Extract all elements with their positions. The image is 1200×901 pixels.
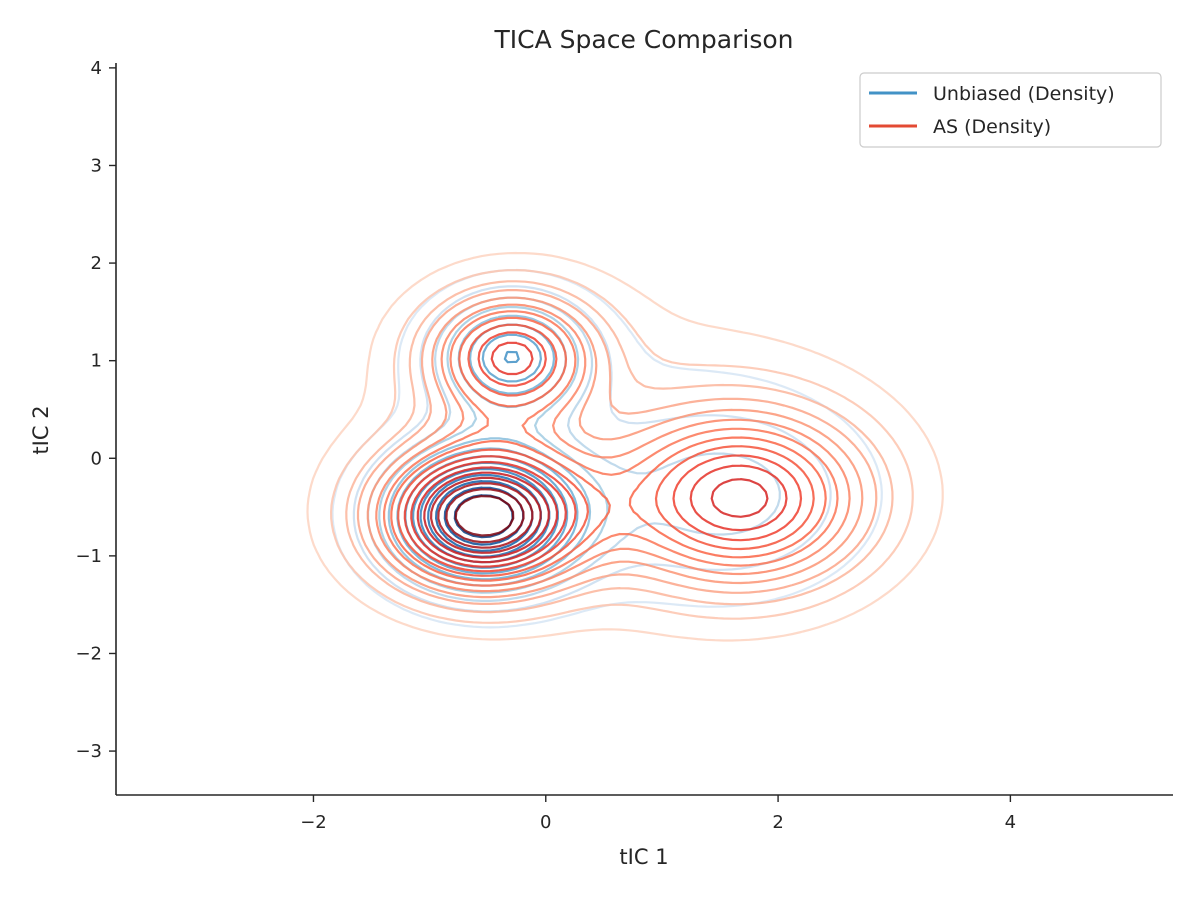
- legend: Unbiased (Density) AS (Density): [859, 72, 1162, 148]
- y-tick-label: 4: [91, 58, 102, 79]
- contour-level: [403, 331, 803, 573]
- contour-level: [306, 251, 944, 642]
- contour-level: [430, 476, 542, 554]
- y-tick-label: −2: [75, 643, 102, 664]
- legend-label-as: AS (Density): [933, 116, 1051, 138]
- contour-level: [427, 473, 542, 558]
- chart-title: TICA Space Comparison: [494, 25, 794, 54]
- y-tick-label: 0: [91, 448, 102, 469]
- legend-frame: [859, 72, 1162, 148]
- contour-level: [366, 296, 864, 599]
- x-tick-label: −2: [300, 812, 327, 833]
- axes: [115, 63, 1173, 796]
- contour-level: [397, 323, 815, 577]
- contour-layer: [306, 251, 944, 642]
- contour-level: [375, 303, 851, 593]
- contour-level: [437, 482, 534, 549]
- contour-level: [454, 495, 515, 537]
- y-tick-label: 3: [91, 155, 102, 176]
- contour-level: [445, 488, 525, 544]
- x-axis-label: tIC 1: [619, 845, 668, 869]
- y-axis-label: tIC 2: [29, 405, 53, 454]
- y-tick-label: −3: [75, 741, 102, 762]
- contour-level: [410, 341, 788, 568]
- contour-series-1: [306, 251, 944, 642]
- y-tick-label: −1: [75, 546, 102, 567]
- contour-level: [390, 316, 827, 582]
- tick-layer: −2 0 2 4 −3 −2 −1 0 1 2 3 4: [75, 58, 1016, 833]
- contour-level: [330, 269, 914, 624]
- contour-level: [416, 466, 769, 564]
- x-tick-label: 4: [1005, 812, 1016, 833]
- contour-level: [423, 471, 550, 559]
- legend-label-unbiased: Unbiased (Density): [933, 83, 1115, 105]
- y-tick-label: 1: [91, 351, 102, 372]
- contour-level: [356, 289, 878, 605]
- x-tick-label: 0: [540, 812, 551, 833]
- y-tick-label: 2: [91, 253, 102, 274]
- contour-level: [345, 280, 894, 614]
- contour-level: [383, 310, 839, 587]
- x-tick-label: 2: [772, 812, 783, 833]
